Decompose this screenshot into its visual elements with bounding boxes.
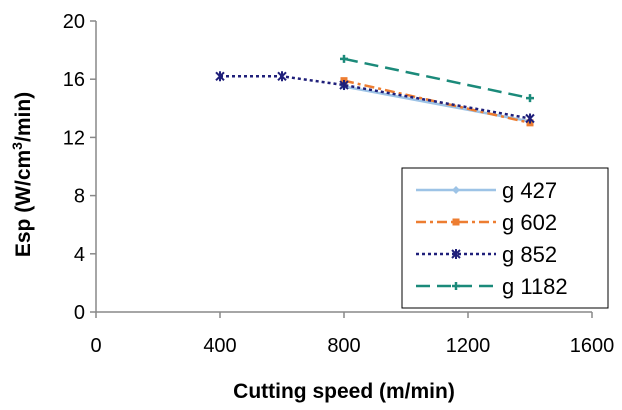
legend-marker bbox=[452, 282, 460, 290]
y-tick-label: 4 bbox=[74, 244, 85, 266]
series-line bbox=[343, 79, 531, 125]
legend-item: g 1182 bbox=[416, 274, 568, 299]
x-tick-label: 1600 bbox=[570, 335, 615, 357]
series-line bbox=[343, 85, 531, 123]
x-axis-title: Cutting speed (m/min) bbox=[233, 380, 455, 403]
data-point bbox=[525, 113, 535, 124]
legend-marker bbox=[452, 186, 460, 194]
y-axis-title-suffix: /min) bbox=[12, 92, 35, 142]
legend-marker bbox=[451, 249, 461, 259]
legend-label: g 852 bbox=[502, 242, 557, 267]
y-axis-title-prefix: Esp (W/cm bbox=[12, 150, 35, 257]
x-tick-label: 400 bbox=[203, 335, 236, 357]
data-point bbox=[339, 80, 349, 91]
legend: g 427 g 602 g 852 g 1182 bbox=[401, 167, 609, 309]
y-axis-title-superscript: 3 bbox=[9, 142, 25, 150]
legend-item: g 427 bbox=[416, 178, 557, 203]
x-tick-label: 0 bbox=[90, 335, 101, 357]
y-tick-label: 20 bbox=[63, 11, 85, 33]
legend-item: g 602 bbox=[416, 210, 557, 235]
series-g-1182 bbox=[340, 54, 534, 103]
x-tick-label: 800 bbox=[327, 335, 360, 357]
legend-item: g 852 bbox=[416, 242, 557, 267]
series-line bbox=[343, 57, 531, 100]
data-point bbox=[340, 54, 348, 63]
series-g-602 bbox=[340, 77, 534, 127]
legend-label: g 1182 bbox=[502, 274, 568, 299]
legend-label: g 602 bbox=[502, 210, 557, 235]
legend-box bbox=[401, 167, 609, 309]
ticks: 0 4 8 12 16 20 0 400 800 1200 1600 bbox=[63, 11, 615, 357]
y-tick-label: 0 bbox=[74, 302, 85, 324]
data-point bbox=[526, 94, 534, 103]
x-tick-label: 1200 bbox=[446, 335, 491, 357]
y-tick-label: 16 bbox=[63, 69, 85, 91]
y-tick-label: 8 bbox=[74, 186, 85, 208]
legend-label: g 427 bbox=[502, 178, 557, 203]
series-line bbox=[220, 75, 531, 120]
series-g-852 bbox=[215, 71, 535, 124]
legend-marker bbox=[452, 218, 460, 226]
data-point bbox=[215, 71, 225, 82]
y-tick-label: 12 bbox=[63, 127, 85, 149]
data-point bbox=[277, 71, 287, 82]
series-layer bbox=[215, 54, 535, 127]
y-axis-title: Esp (W/cm3/min) bbox=[9, 92, 35, 257]
